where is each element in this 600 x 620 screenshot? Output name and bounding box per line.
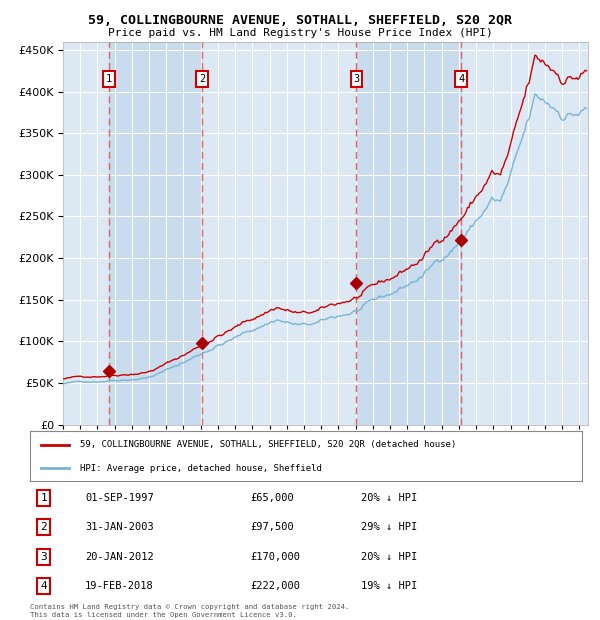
Text: 31-JAN-2003: 31-JAN-2003 bbox=[85, 522, 154, 532]
Text: £97,500: £97,500 bbox=[251, 522, 295, 532]
Text: £170,000: £170,000 bbox=[251, 552, 301, 562]
Text: 29% ↓ HPI: 29% ↓ HPI bbox=[361, 522, 418, 532]
Text: Contains HM Land Registry data © Crown copyright and database right 2024.
This d: Contains HM Land Registry data © Crown c… bbox=[30, 604, 349, 618]
Text: 2: 2 bbox=[199, 74, 205, 84]
Text: 3: 3 bbox=[353, 74, 359, 84]
Text: 01-SEP-1997: 01-SEP-1997 bbox=[85, 493, 154, 503]
Text: 3: 3 bbox=[40, 552, 47, 562]
Bar bbox=[109, 42, 202, 425]
Text: 20% ↓ HPI: 20% ↓ HPI bbox=[361, 552, 418, 562]
Text: 20% ↓ HPI: 20% ↓ HPI bbox=[361, 493, 418, 503]
Bar bbox=[356, 42, 461, 425]
Text: 1: 1 bbox=[106, 74, 112, 84]
Text: 19-FEB-2018: 19-FEB-2018 bbox=[85, 581, 154, 591]
Text: £222,000: £222,000 bbox=[251, 581, 301, 591]
Text: 20-JAN-2012: 20-JAN-2012 bbox=[85, 552, 154, 562]
Text: 59, COLLINGBOURNE AVENUE, SOTHALL, SHEFFIELD, S20 2QR: 59, COLLINGBOURNE AVENUE, SOTHALL, SHEFF… bbox=[88, 14, 512, 27]
Text: HPI: Average price, detached house, Sheffield: HPI: Average price, detached house, Shef… bbox=[80, 464, 322, 472]
Text: Price paid vs. HM Land Registry's House Price Index (HPI): Price paid vs. HM Land Registry's House … bbox=[107, 28, 493, 38]
Text: 2: 2 bbox=[40, 522, 47, 532]
Text: £65,000: £65,000 bbox=[251, 493, 295, 503]
Text: 1: 1 bbox=[40, 493, 47, 503]
Text: 19% ↓ HPI: 19% ↓ HPI bbox=[361, 581, 418, 591]
Text: 4: 4 bbox=[458, 74, 464, 84]
Text: 59, COLLINGBOURNE AVENUE, SOTHALL, SHEFFIELD, S20 2QR (detached house): 59, COLLINGBOURNE AVENUE, SOTHALL, SHEFF… bbox=[80, 440, 456, 450]
Text: 4: 4 bbox=[40, 581, 47, 591]
